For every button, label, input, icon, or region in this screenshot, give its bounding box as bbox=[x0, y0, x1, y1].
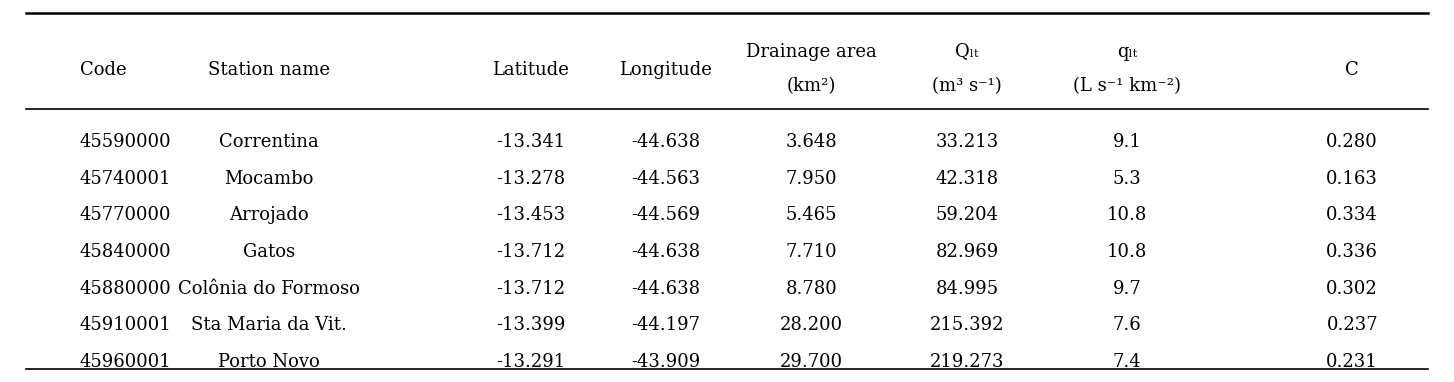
Text: Correntina: Correntina bbox=[220, 133, 318, 151]
Text: 215.392: 215.392 bbox=[929, 316, 1005, 335]
Text: -13.712: -13.712 bbox=[496, 243, 566, 261]
Text: 7.950: 7.950 bbox=[785, 170, 838, 188]
Text: 0.237: 0.237 bbox=[1326, 316, 1378, 335]
Text: 0.231: 0.231 bbox=[1326, 353, 1378, 371]
Text: 0.280: 0.280 bbox=[1326, 133, 1378, 151]
Text: Station name: Station name bbox=[208, 60, 330, 79]
Text: 28.200: 28.200 bbox=[779, 316, 843, 335]
Text: 10.8: 10.8 bbox=[1106, 243, 1147, 261]
Text: -13.341: -13.341 bbox=[496, 133, 566, 151]
Text: qₗₜ: qₗₜ bbox=[1117, 42, 1137, 61]
Text: 10.8: 10.8 bbox=[1106, 206, 1147, 225]
Text: 45740001: 45740001 bbox=[80, 170, 172, 188]
Text: -44.638: -44.638 bbox=[631, 280, 701, 298]
Text: 0.336: 0.336 bbox=[1326, 243, 1378, 261]
Text: (km²): (km²) bbox=[787, 77, 836, 95]
Text: 5.3: 5.3 bbox=[1112, 170, 1141, 188]
Text: -13.453: -13.453 bbox=[496, 206, 566, 225]
Text: 0.163: 0.163 bbox=[1326, 170, 1378, 188]
Text: 9.7: 9.7 bbox=[1112, 280, 1141, 298]
Text: -13.712: -13.712 bbox=[496, 280, 566, 298]
Text: Porto Novo: Porto Novo bbox=[218, 353, 320, 371]
Text: 45840000: 45840000 bbox=[80, 243, 172, 261]
Text: Colônia do Formoso: Colônia do Formoso bbox=[177, 280, 361, 298]
Text: -44.638: -44.638 bbox=[631, 243, 701, 261]
Text: -43.909: -43.909 bbox=[631, 353, 701, 371]
Text: Mocambo: Mocambo bbox=[224, 170, 314, 188]
Text: 33.213: 33.213 bbox=[935, 133, 999, 151]
Text: (L s⁻¹ km⁻²): (L s⁻¹ km⁻²) bbox=[1073, 77, 1181, 95]
Text: 45880000: 45880000 bbox=[80, 280, 172, 298]
Text: Longitude: Longitude bbox=[619, 60, 712, 79]
Text: 59.204: 59.204 bbox=[935, 206, 999, 225]
Text: 45590000: 45590000 bbox=[80, 133, 172, 151]
Text: Arrojado: Arrojado bbox=[230, 206, 308, 225]
Text: -13.278: -13.278 bbox=[496, 170, 566, 188]
Text: C: C bbox=[1345, 60, 1359, 79]
Text: -44.569: -44.569 bbox=[631, 206, 701, 225]
Text: Latitude: Latitude bbox=[493, 60, 569, 79]
Text: 42.318: 42.318 bbox=[935, 170, 999, 188]
Text: -13.291: -13.291 bbox=[496, 353, 566, 371]
Text: -13.399: -13.399 bbox=[496, 316, 566, 335]
Text: 29.700: 29.700 bbox=[779, 353, 843, 371]
Text: 9.1: 9.1 bbox=[1112, 133, 1141, 151]
Text: -44.638: -44.638 bbox=[631, 133, 701, 151]
Text: Qₗₜ: Qₗₜ bbox=[955, 42, 979, 61]
Text: 7.6: 7.6 bbox=[1112, 316, 1141, 335]
Text: 84.995: 84.995 bbox=[935, 280, 999, 298]
Text: 219.273: 219.273 bbox=[929, 353, 1005, 371]
Text: 45770000: 45770000 bbox=[80, 206, 172, 225]
Text: 5.465: 5.465 bbox=[785, 206, 838, 225]
Text: 0.334: 0.334 bbox=[1326, 206, 1378, 225]
Text: -44.563: -44.563 bbox=[631, 170, 701, 188]
Text: -44.197: -44.197 bbox=[631, 316, 701, 335]
Text: 45960001: 45960001 bbox=[80, 353, 172, 371]
Text: 82.969: 82.969 bbox=[935, 243, 999, 261]
Text: 3.648: 3.648 bbox=[785, 133, 838, 151]
Text: (m³ s⁻¹): (m³ s⁻¹) bbox=[932, 77, 1002, 95]
Text: 45910001: 45910001 bbox=[80, 316, 172, 335]
Text: 7.4: 7.4 bbox=[1112, 353, 1141, 371]
Text: 8.780: 8.780 bbox=[785, 280, 838, 298]
Text: Drainage area: Drainage area bbox=[746, 42, 877, 61]
Text: Gatos: Gatos bbox=[243, 243, 295, 261]
Text: Code: Code bbox=[80, 60, 126, 79]
Text: Sta Maria da Vit.: Sta Maria da Vit. bbox=[190, 316, 348, 335]
Text: 0.302: 0.302 bbox=[1326, 280, 1378, 298]
Text: 7.710: 7.710 bbox=[785, 243, 838, 261]
